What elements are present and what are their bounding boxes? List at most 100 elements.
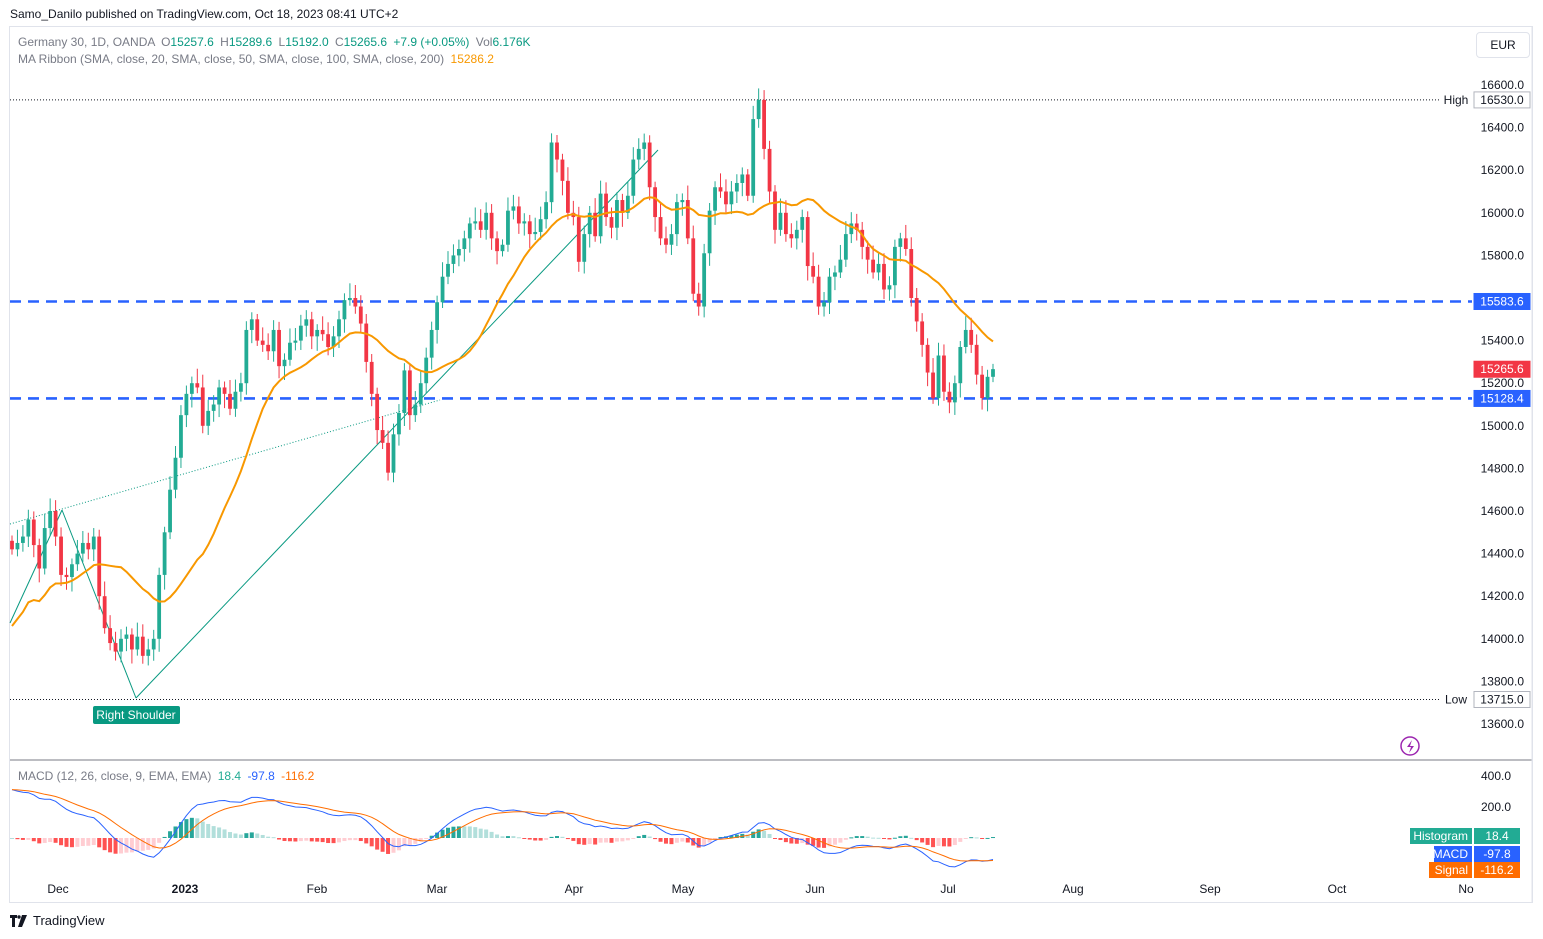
macd-histogram-bar (386, 838, 391, 854)
macd-histogram-bar (255, 833, 260, 838)
macd-histogram-bar (402, 838, 407, 847)
candle-body (429, 329, 434, 358)
candle-body (31, 519, 36, 546)
macd-histogram-bar (533, 838, 538, 841)
legend-macd-macd: -97.8 (247, 769, 275, 783)
macd-histogram-bar (178, 822, 183, 838)
macd-histogram-bar (364, 838, 369, 844)
candle-body (980, 374, 984, 399)
time-tick-label: Sep (1199, 882, 1221, 896)
candle-body (729, 191, 734, 205)
candle-body (642, 142, 647, 149)
candle-body (397, 413, 401, 435)
candle-body (64, 574, 69, 578)
macd-histogram-bar (391, 838, 396, 853)
candle-body (876, 263, 881, 273)
macd-histogram-bar (909, 837, 914, 839)
candle-body (266, 344, 271, 352)
macd-histogram-bar (244, 833, 249, 838)
macd-histogram-bar (865, 836, 870, 838)
macd-histogram-bar (102, 838, 107, 851)
candle-body (119, 638, 123, 652)
macd-histogram-bar (811, 838, 816, 846)
price-tick-label: 15800.0 (1481, 248, 1525, 262)
time-tick-label: Oct (1328, 882, 1347, 896)
macd-histogram-bar (26, 838, 31, 840)
tradingview-logo-icon (10, 914, 28, 927)
macd-histogram-bar (462, 826, 467, 838)
macd-series-name: MACD (1433, 847, 1469, 861)
candle-body (658, 217, 663, 239)
price-tick-label: 16200.0 (1481, 163, 1525, 177)
macd-histogram-bar (320, 838, 325, 843)
macd-series-value: -97.8 (1483, 847, 1511, 861)
macd-histogram-bar (614, 838, 619, 842)
candle-body (538, 219, 543, 232)
macd-histogram-bar (189, 817, 194, 838)
candle-body (446, 263, 450, 277)
time-tick-label: May (672, 882, 695, 896)
candle-body (931, 372, 935, 399)
macd-histogram-bar (713, 838, 718, 840)
level-0-tag-bg (1473, 292, 1531, 310)
macd-series-tag-bg (1410, 828, 1472, 844)
macd-histogram-bar (31, 838, 36, 842)
macd-histogram-bar (527, 838, 532, 840)
legend-l-label: L (278, 35, 286, 49)
candle-body (718, 187, 723, 192)
macd-histogram-bar (778, 838, 783, 840)
candle-body (151, 638, 156, 650)
macd-histogram-bar (734, 834, 739, 838)
candle-body (593, 212, 598, 237)
macd-histogram-bar (369, 838, 374, 847)
macd-histogram-bar (887, 838, 892, 840)
candle-body (124, 634, 129, 639)
macd-histogram-bar (113, 838, 118, 854)
macd-histogram-bar (827, 838, 832, 847)
last-price-tag-bg (1473, 360, 1531, 378)
candle-body (146, 649, 151, 656)
macd-histogram-bar (473, 827, 478, 838)
time-tick-label: Mar (427, 882, 448, 896)
currency-button[interactable]: EUR (1476, 32, 1530, 58)
macd-histogram-bar (489, 831, 494, 838)
legend-low: 15192.0 (285, 35, 329, 49)
price-tick-label: 14400.0 (1481, 547, 1525, 561)
pane-separators (10, 27, 1533, 902)
macd-histogram-bar (140, 838, 145, 851)
legend-close: 15265.6 (343, 35, 388, 49)
candle-body (244, 329, 249, 384)
macd-histogram-bar (396, 838, 401, 851)
candle-body (544, 202, 548, 220)
macd-histogram-bar (228, 832, 232, 838)
macd-histogram-bar (424, 838, 429, 839)
candle-body (358, 306, 363, 324)
macd-histogram-bar (418, 838, 423, 842)
macd-series-tag-bg (1429, 862, 1472, 878)
macd-series-value: 18.4 (1485, 829, 1509, 843)
candle-body (511, 206, 516, 211)
price-tick-label: 14600.0 (1481, 504, 1525, 518)
price-tick-label: 15400.0 (1481, 334, 1525, 348)
candle-body (773, 191, 777, 230)
candle-body (936, 355, 941, 399)
macd-histogram-bar (347, 838, 352, 841)
macd-histogram-bar (816, 838, 821, 848)
macd-histogram-bar (707, 838, 712, 843)
candle-body (903, 238, 908, 250)
candle-body (282, 359, 287, 367)
macd-histogram-bar (119, 838, 123, 854)
candle-body (914, 298, 919, 322)
lightning-icon-bolt (1407, 740, 1414, 753)
macd-histogram-bar (669, 838, 674, 845)
candle-body (991, 369, 995, 377)
macd-histogram-bar (860, 836, 865, 838)
macd-histogram-bar (206, 823, 211, 838)
macd-histogram-bar (892, 837, 897, 839)
macd-histogram-bar (451, 826, 456, 838)
candle-body (963, 329, 968, 347)
price-tick-label: 15200.0 (1481, 376, 1525, 390)
candle-body (560, 159, 565, 181)
candle-body (228, 393, 232, 409)
